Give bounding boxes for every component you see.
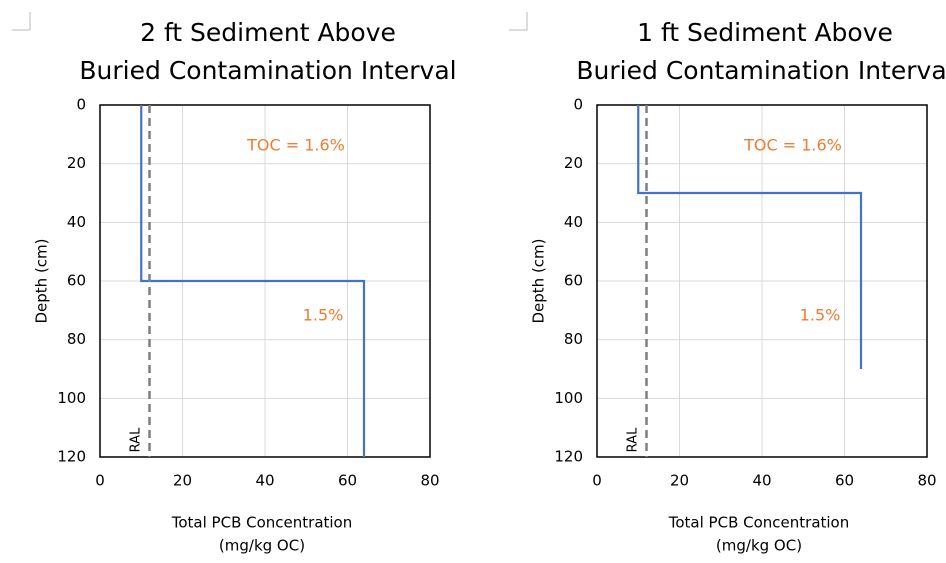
y-axis-label: Depth (cm): [530, 238, 548, 323]
x-tick-label: 60: [338, 472, 357, 490]
x-tick-label: 0: [95, 472, 105, 490]
plot-border: [596, 104, 928, 458]
x-tick-label: 80: [917, 472, 936, 490]
y-tick-label: 100: [554, 389, 583, 407]
y-tick-label: 80: [67, 330, 86, 348]
x-tick-label: 0: [592, 472, 602, 490]
y-tick-label: 60: [564, 272, 583, 290]
series-line: [140, 105, 366, 457]
x-tick-label: 20: [670, 472, 689, 490]
y-tick-label: 0: [573, 96, 583, 114]
y-tick-label: 100: [57, 389, 86, 407]
y-tick-label: 20: [67, 154, 86, 172]
y-tick-label: 80: [564, 330, 583, 348]
chart-title: Buried Contamination Interval: [79, 56, 456, 85]
annotation: RAL: [626, 427, 641, 452]
panel-corner: [12, 12, 31, 31]
y-tick-label: 120: [554, 448, 583, 466]
x-axis-label: (mg/kg OC): [716, 537, 802, 555]
x-axis-label: Total PCB Concentration: [668, 514, 850, 532]
x-tick-label: 60: [835, 472, 854, 490]
y-tick-label: 120: [57, 448, 86, 466]
y-tick-label: 60: [67, 272, 86, 290]
y-tick-label: 0: [76, 96, 86, 114]
series-line: [637, 105, 863, 369]
annotation: TOC = 1.6%: [246, 136, 345, 155]
annotation: TOC = 1.6%: [743, 136, 842, 155]
chart-title: 1 ft Sediment Above: [637, 18, 893, 47]
x-tick-label: 80: [420, 472, 439, 490]
annotation: 1.5%: [800, 306, 841, 325]
x-axis-label: (mg/kg OC): [219, 537, 305, 555]
x-tick-label: 40: [752, 472, 771, 490]
x-tick-label: 40: [255, 472, 274, 490]
annotation: 1.5%: [303, 306, 344, 325]
x-axis-label: Total PCB Concentration: [171, 514, 353, 532]
chart-title: Buried Contamination Interval: [576, 56, 946, 85]
plot-border: [99, 104, 431, 458]
chart-title: 2 ft Sediment Above: [140, 18, 396, 47]
y-tick-label: 20: [564, 154, 583, 172]
panel-corner: [509, 12, 528, 31]
annotation: RAL: [129, 427, 144, 452]
y-tick-label: 40: [67, 213, 86, 231]
x-tick-label: 20: [173, 472, 192, 490]
y-axis-label: Depth (cm): [33, 238, 51, 323]
y-tick-label: 40: [564, 213, 583, 231]
